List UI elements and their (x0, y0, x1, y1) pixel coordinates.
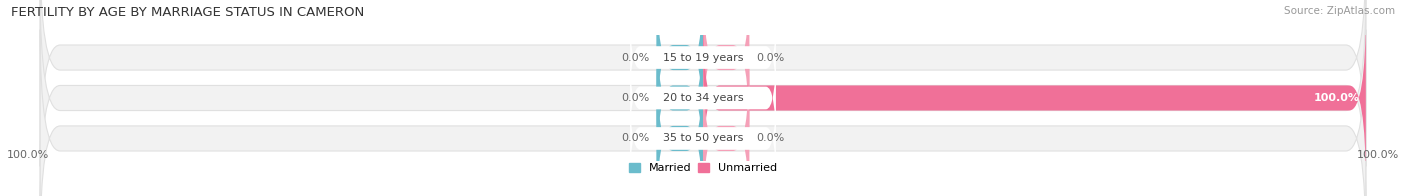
Text: 15 to 19 years: 15 to 19 years (662, 53, 744, 63)
FancyBboxPatch shape (41, 30, 1365, 196)
Text: 20 to 34 years: 20 to 34 years (662, 93, 744, 103)
FancyBboxPatch shape (657, 9, 703, 187)
Text: 100.0%: 100.0% (7, 150, 49, 160)
Text: 100.0%: 100.0% (1313, 93, 1360, 103)
FancyBboxPatch shape (41, 0, 1365, 196)
FancyBboxPatch shape (657, 50, 703, 196)
FancyBboxPatch shape (703, 50, 749, 196)
Text: Source: ZipAtlas.com: Source: ZipAtlas.com (1284, 6, 1395, 16)
Text: 100.0%: 100.0% (1357, 150, 1399, 160)
FancyBboxPatch shape (703, 0, 749, 146)
FancyBboxPatch shape (657, 0, 703, 146)
Text: 0.0%: 0.0% (756, 53, 785, 63)
Text: 0.0%: 0.0% (621, 53, 650, 63)
Text: 0.0%: 0.0% (756, 133, 785, 143)
FancyBboxPatch shape (703, 9, 1365, 187)
FancyBboxPatch shape (630, 8, 776, 107)
FancyBboxPatch shape (630, 89, 776, 188)
Text: 35 to 50 years: 35 to 50 years (662, 133, 744, 143)
Text: 0.0%: 0.0% (621, 133, 650, 143)
Text: 0.0%: 0.0% (621, 93, 650, 103)
Legend: Married, Unmarried: Married, Unmarried (624, 158, 782, 178)
Text: FERTILITY BY AGE BY MARRIAGE STATUS IN CAMERON: FERTILITY BY AGE BY MARRIAGE STATUS IN C… (11, 6, 364, 19)
FancyBboxPatch shape (630, 49, 776, 147)
FancyBboxPatch shape (41, 0, 1365, 166)
